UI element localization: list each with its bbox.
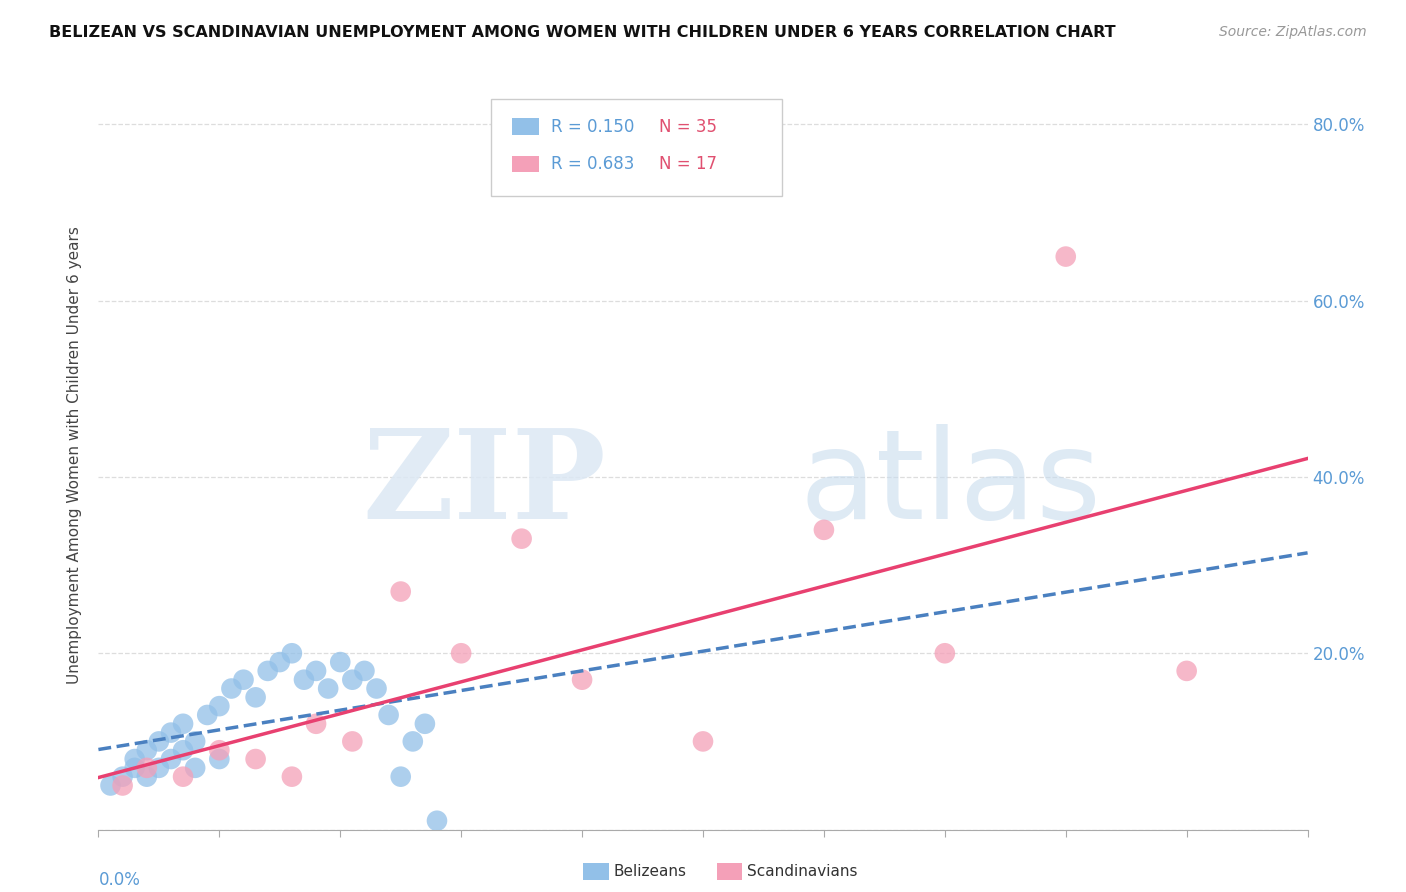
Point xyxy=(208,752,231,766)
Text: ZIP: ZIP xyxy=(363,425,606,545)
Point xyxy=(292,673,315,687)
Text: atlas: atlas xyxy=(800,425,1102,545)
Point xyxy=(402,734,425,748)
Text: Source: ZipAtlas.com: Source: ZipAtlas.com xyxy=(1219,25,1367,39)
Point xyxy=(366,681,388,696)
Point xyxy=(208,743,231,757)
Text: N = 17: N = 17 xyxy=(659,155,717,173)
Text: R = 0.150: R = 0.150 xyxy=(551,118,634,136)
Point xyxy=(934,646,956,660)
Point xyxy=(692,734,714,748)
Point xyxy=(135,743,157,757)
Point xyxy=(195,708,218,723)
Point xyxy=(389,584,412,599)
Point xyxy=(342,673,364,687)
Point xyxy=(111,770,134,784)
Point xyxy=(124,752,146,766)
Point xyxy=(353,664,375,678)
Text: N = 35: N = 35 xyxy=(659,118,717,136)
Text: 0.0%: 0.0% xyxy=(98,871,141,888)
Text: Belizeans: Belizeans xyxy=(613,864,686,879)
Point xyxy=(184,734,207,748)
Point xyxy=(316,681,339,696)
Point xyxy=(450,646,472,660)
Point xyxy=(329,655,352,669)
Point xyxy=(510,532,533,546)
Point xyxy=(281,770,304,784)
Point xyxy=(305,664,328,678)
Point xyxy=(221,681,243,696)
Point xyxy=(135,761,157,775)
Point xyxy=(232,673,254,687)
Point xyxy=(389,770,412,784)
Point xyxy=(111,779,134,793)
Point xyxy=(148,761,170,775)
Text: R = 0.683: R = 0.683 xyxy=(551,155,634,173)
Point xyxy=(148,734,170,748)
Point xyxy=(245,690,267,705)
Point xyxy=(160,725,183,739)
Point xyxy=(160,752,183,766)
Point xyxy=(413,716,436,731)
Point xyxy=(305,716,328,731)
Point xyxy=(124,761,146,775)
Point xyxy=(172,770,194,784)
Point xyxy=(256,664,278,678)
Point xyxy=(342,734,364,748)
Point xyxy=(1054,250,1077,264)
Point xyxy=(813,523,835,537)
Point xyxy=(269,655,291,669)
Point xyxy=(571,673,593,687)
Bar xyxy=(512,156,538,172)
Point xyxy=(172,743,194,757)
Bar xyxy=(512,119,538,135)
Y-axis label: Unemployment Among Women with Children Under 6 years: Unemployment Among Women with Children U… xyxy=(66,226,82,684)
Point xyxy=(377,708,399,723)
Point xyxy=(184,761,207,775)
Point xyxy=(245,752,267,766)
Point xyxy=(135,770,157,784)
Point xyxy=(426,814,449,828)
Point xyxy=(208,699,231,714)
Point xyxy=(281,646,304,660)
Text: Scandinavians: Scandinavians xyxy=(747,864,858,879)
Text: BELIZEAN VS SCANDINAVIAN UNEMPLOYMENT AMONG WOMEN WITH CHILDREN UNDER 6 YEARS CO: BELIZEAN VS SCANDINAVIAN UNEMPLOYMENT AM… xyxy=(49,25,1116,40)
FancyBboxPatch shape xyxy=(492,99,782,196)
Point xyxy=(172,716,194,731)
Point xyxy=(100,779,122,793)
Point xyxy=(1175,664,1198,678)
